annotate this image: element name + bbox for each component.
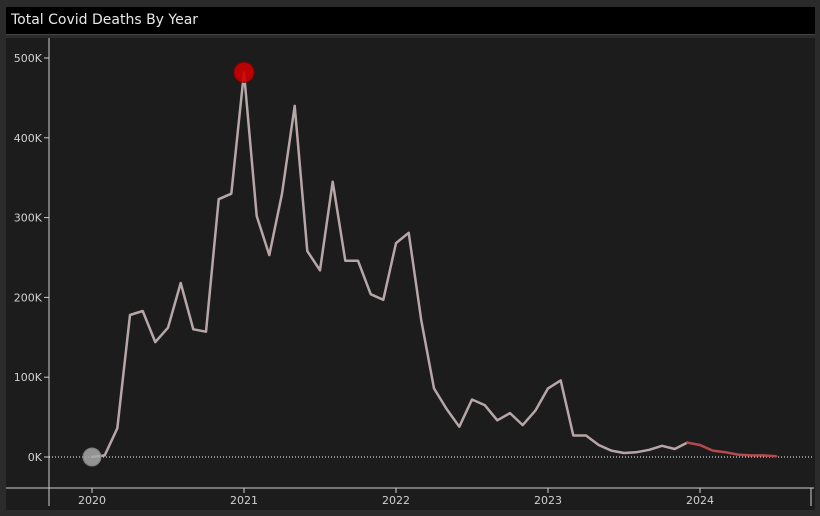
y-tick-label: 300K [14, 212, 43, 225]
line-chart: 500K 400K 300K 200K 100K 0K 2020 2021 2022 2023 20… [6, 38, 814, 507]
start-marker [82, 447, 102, 467]
x-tick-label: 2024 [686, 494, 714, 507]
x-tick-label: 2022 [382, 494, 410, 507]
x-tick-label: 2020 [78, 494, 106, 507]
plot-area: 500K 400K 300K 200K 100K 0K 2020 2021 2022 2023 20… [6, 38, 815, 510]
actual-series-line [90, 71, 689, 459]
y-tick-label: 400K [14, 132, 43, 145]
chart-title-bar: Total Covid Deaths By Year [6, 7, 815, 35]
y-tick-label: 0K [28, 451, 43, 464]
chart-title: Total Covid Deaths By Year [11, 12, 199, 28]
x-tick-label: 2021 [230, 494, 258, 507]
x-tick-label: 2023 [534, 494, 562, 507]
y-tick-label: 200K [14, 291, 43, 304]
peak-marker [233, 61, 255, 83]
forecast-series-line [686, 441, 778, 458]
y-tick-label: 500K [14, 52, 43, 65]
y-tick-label: 100K [14, 371, 43, 384]
